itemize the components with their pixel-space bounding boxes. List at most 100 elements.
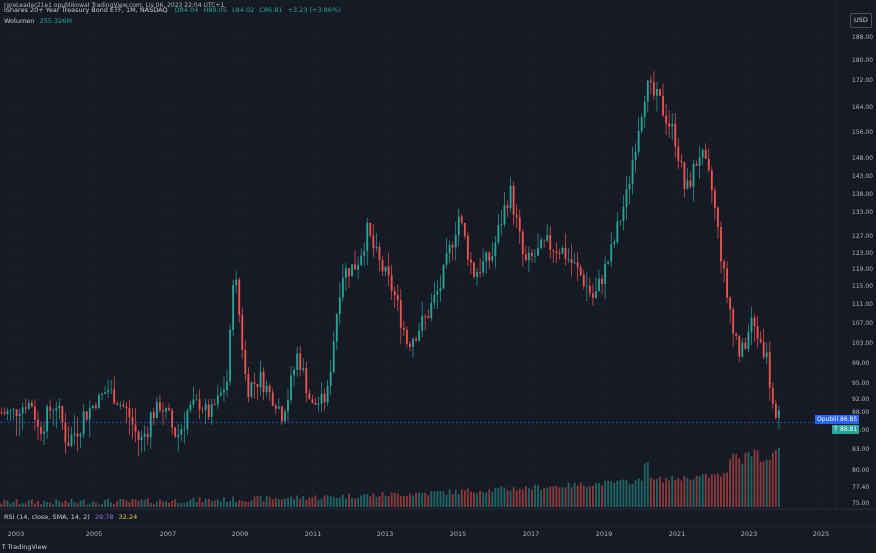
volume-bar <box>46 501 49 507</box>
candle-body <box>287 400 289 412</box>
candle-body <box>244 349 247 374</box>
volume-bar <box>384 495 387 507</box>
volume-bar <box>0 503 3 507</box>
candle-body <box>85 411 88 420</box>
candle-body <box>427 316 430 318</box>
volume-bar <box>680 480 683 507</box>
volume-bar <box>116 500 119 507</box>
candle-body <box>604 263 607 284</box>
volume-bar <box>210 500 213 507</box>
x-tick-label: 2007 <box>160 530 177 538</box>
y-tick-label: 95.00 <box>852 380 869 387</box>
candle-body <box>357 264 360 270</box>
candle-body <box>610 244 613 262</box>
volume-bar <box>271 499 274 507</box>
candle-body <box>159 402 161 411</box>
volume-bar <box>76 503 79 507</box>
volume-bar <box>534 484 536 507</box>
volume-bar <box>314 495 317 507</box>
rsi-label[interactable]: RSI (14, close, SMA, 14, 2) <box>4 513 90 521</box>
candle-body <box>329 372 332 386</box>
candle-body <box>585 285 588 287</box>
volume-bar <box>171 500 174 507</box>
candle-body <box>110 389 113 391</box>
candle-body <box>271 392 274 406</box>
volume-bar <box>256 495 259 507</box>
author-price-tag-value: 86.85 <box>838 415 860 424</box>
candle-body <box>564 247 567 260</box>
tradingview-logo[interactable]: ⊺ TradingView <box>2 543 47 551</box>
volume-bar <box>253 496 256 507</box>
volume-bar <box>168 502 170 507</box>
candle-body <box>750 317 753 333</box>
candle-body <box>732 309 735 334</box>
volume-bar <box>521 489 524 507</box>
candle-body <box>250 382 253 398</box>
volume-bar <box>491 491 494 507</box>
volume-bar <box>561 487 564 507</box>
volume-bar <box>564 487 567 507</box>
candle-body <box>366 222 369 252</box>
volume-bar <box>671 475 674 507</box>
volume-bar <box>61 502 64 507</box>
volume-bar <box>500 486 503 507</box>
candle-body <box>637 131 640 152</box>
candle-body <box>735 333 738 336</box>
candle-body <box>348 268 350 277</box>
candle-body <box>134 424 137 432</box>
candle-body <box>494 242 497 257</box>
candle-body <box>643 101 646 118</box>
candle-body <box>744 342 747 349</box>
volume-label[interactable]: Wolumen <box>4 17 35 25</box>
volume-bar <box>778 448 780 507</box>
y-tick-label: 103.00 <box>852 340 873 347</box>
candle-body <box>88 407 91 420</box>
candle-body <box>372 235 375 249</box>
candle-body <box>753 317 756 327</box>
volume-bar <box>402 495 405 507</box>
candle-body <box>415 338 417 341</box>
candle-body <box>558 252 561 254</box>
candle-body <box>765 352 768 358</box>
volume-bar <box>247 502 250 507</box>
volume-bar <box>268 497 271 507</box>
volume-bar <box>674 480 677 507</box>
volume-bar <box>137 500 140 507</box>
volume-bar <box>774 450 777 507</box>
candle-body <box>210 404 213 417</box>
volume-bar <box>262 501 265 507</box>
volume-bar <box>555 485 558 507</box>
candle-body <box>207 404 210 417</box>
x-tick-label: 2003 <box>8 530 25 538</box>
candle-body <box>552 250 555 252</box>
candle-body <box>122 404 125 407</box>
volume-value: 255.326M <box>39 17 72 25</box>
volume-bar <box>128 501 131 507</box>
symbol-info-line: rareLeader21e1 opublikował TradingView.c… <box>4 2 341 14</box>
volume-bar <box>448 489 451 507</box>
volume-bar <box>409 493 411 507</box>
candle-body <box>506 205 509 208</box>
candle-body <box>588 285 591 294</box>
candle-body <box>37 419 39 427</box>
candle-body <box>323 393 326 403</box>
candle-body <box>442 264 445 289</box>
candle-body <box>592 293 594 298</box>
volume-bar <box>311 497 314 507</box>
candle-body <box>146 433 149 438</box>
volume-legend: Wolumen 255.326M <box>4 17 72 25</box>
symbol-title[interactable]: iShares 20+ Year Treasury Bond ETF, 1M, … <box>4 6 168 14</box>
volume-bar <box>643 463 646 507</box>
symbol-price-tag-value: 86.81 <box>838 425 860 434</box>
candle-body <box>738 335 741 357</box>
candle-body <box>485 252 488 262</box>
candle-body <box>488 252 491 261</box>
volume-bar <box>134 499 137 507</box>
candle-body <box>149 412 152 438</box>
candle-body <box>363 251 366 256</box>
volume-bar <box>482 492 485 507</box>
currency-button[interactable]: USD <box>850 13 872 28</box>
y-tick-label: 80.00 <box>852 467 869 474</box>
candle-body <box>613 242 616 245</box>
